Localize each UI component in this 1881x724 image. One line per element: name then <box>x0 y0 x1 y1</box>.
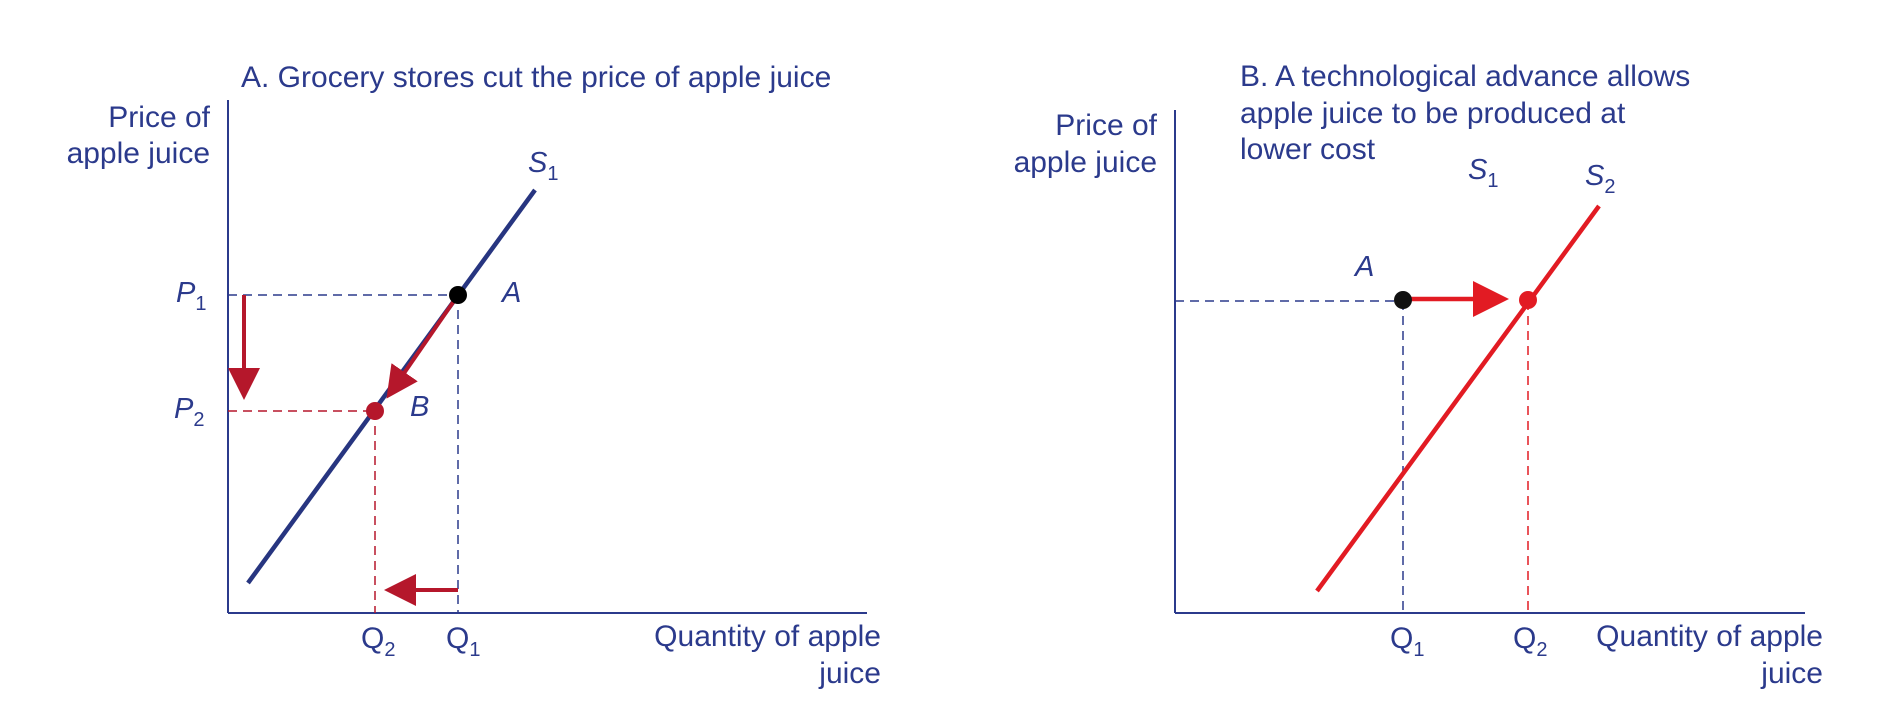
panel-b-point-a-label: A <box>1353 251 1374 283</box>
panel-b-q2-label: Q2 <box>1513 622 1547 661</box>
panel-b-q1-label: Q1 <box>1390 622 1424 661</box>
panel-a-title: A. Grocery stores cut the price of apple… <box>241 61 831 94</box>
panel-a-x-axis-label-line1: Quantity of apple <box>654 620 881 653</box>
panel-a-point-a-label: A <box>500 277 521 309</box>
panel-b-s2-label: S2 <box>1585 160 1615 198</box>
panel-a-y-axis-label-line2: apple juice <box>67 137 210 170</box>
panel-a-x-axis-label-line2: juice <box>818 657 881 690</box>
panel-a-s1-label: S1 <box>528 147 558 185</box>
panel-a: A. Grocery stores cut the price of apple… <box>67 61 881 690</box>
panel-b-x-axis-label-line2: juice <box>1760 657 1823 690</box>
panel-b-x-axis-label-line1: Quantity of apple <box>1596 620 1823 653</box>
panel-a-y-axis-label-line1: Price of <box>108 101 210 134</box>
panel-a-p2-label: P2 <box>174 393 204 431</box>
panel-a-q1-label: Q1 <box>446 622 480 661</box>
panel-a-point-b <box>366 402 384 420</box>
panel-a-movement-along-curve-arrow <box>386 296 458 399</box>
panel-a-q2-label: Q2 <box>361 622 395 661</box>
panel-b-y-axis-label-line2: apple juice <box>1014 146 1157 179</box>
panel-b-supply-curve-s2 <box>1315 204 1601 593</box>
panel-b-title-line2: apple juice to be produced at <box>1240 97 1626 130</box>
panel-b-s1-label: S1 <box>1468 154 1498 192</box>
panel-b-title-line1: B. A technological advance allows <box>1240 60 1690 93</box>
panel-b-point-a <box>1394 291 1412 309</box>
panel-b-title-line3: lower cost <box>1240 133 1376 166</box>
panel-b-y-axis-label-line1: Price of <box>1055 109 1157 142</box>
panel-a-p1-label: P1 <box>176 277 206 315</box>
panel-a-supply-curve-s1 <box>246 188 537 585</box>
panel-a-point-a <box>449 286 467 304</box>
panel-b: B. A technological advance allows apple … <box>1014 60 1823 690</box>
panel-b-new-equilibrium-point <box>1519 291 1537 309</box>
panel-a-point-b-label: B <box>410 391 429 423</box>
